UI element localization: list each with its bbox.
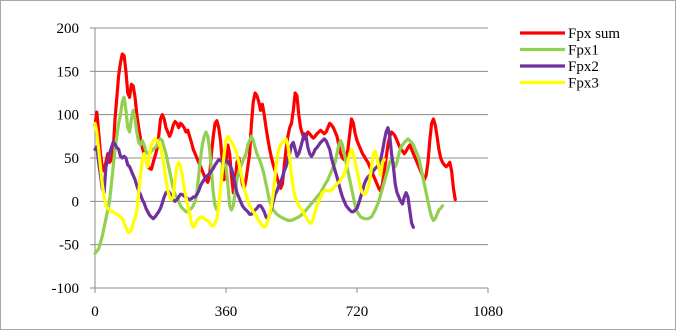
y-tick-label: -100 (52, 281, 80, 297)
x-tick-label: 720 (346, 304, 369, 320)
series-line-2 (93, 95, 445, 255)
y-tick-label: 0 (72, 194, 80, 210)
y-tick-label: 50 (64, 151, 79, 167)
y-axis-ticks: -100 -50 0 50 100 150 200 (52, 21, 95, 297)
x-tick-label: 1080 (473, 304, 503, 320)
y-tick-label: 100 (57, 108, 80, 124)
legend-label: Fpx2 (568, 59, 599, 75)
y-tick-label: 150 (57, 64, 80, 80)
x-tick-label: 0 (91, 304, 99, 320)
series-lines (93, 52, 457, 255)
gridlines (95, 27, 488, 246)
legend-label: Fpx3 (568, 76, 599, 92)
legend-label: Fpx1 (568, 43, 599, 59)
y-tick-label: 200 (57, 21, 80, 37)
y-tick-label: -50 (59, 238, 79, 254)
series-line-4 (93, 121, 386, 235)
x-axis-ticks: 0 360 720 1080 (91, 288, 503, 320)
legend-label: Fpx sum (568, 26, 620, 42)
x-tick-label: 360 (215, 304, 238, 320)
